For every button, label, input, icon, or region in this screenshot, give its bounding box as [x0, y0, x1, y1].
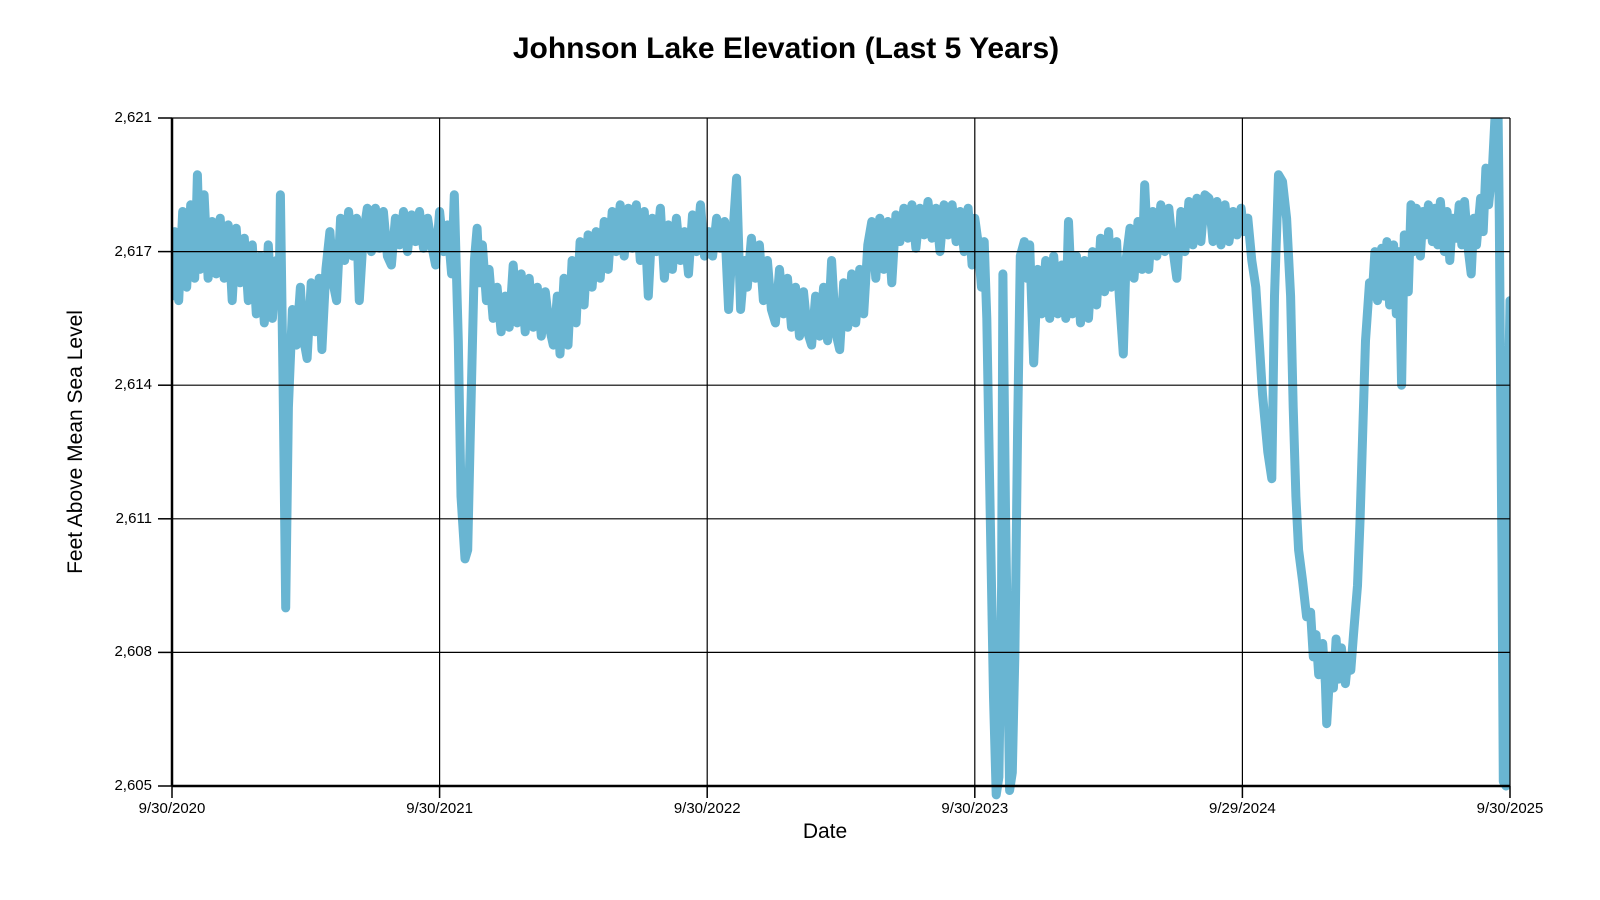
x-tick-label: 9/29/2024 [1209, 800, 1276, 817]
x-tick-label: 9/30/2025 [1476, 800, 1544, 817]
chart-title: Johnson Lake Elevation (Last 5 Years) [512, 32, 1060, 65]
x-tick-label: 9/30/2023 [941, 800, 1009, 817]
y-tick-label: 2,614 [114, 376, 152, 394]
y-tick-label: 2,617 [114, 242, 152, 260]
x-axis-title: Date [802, 820, 848, 843]
y-tick-label: 2,608 [114, 643, 152, 661]
elevation-line [172, 118, 1510, 800]
x-tick-label: 9/30/2020 [138, 800, 206, 817]
y-tick-label: 2,621 [114, 109, 152, 126]
x-tick-label: 9/30/2022 [673, 800, 741, 817]
y-tick-label: 2,611 [115, 509, 152, 527]
x-tick-label: 9/30/2021 [406, 800, 473, 817]
y-tick-label: 2,605 [114, 777, 152, 794]
